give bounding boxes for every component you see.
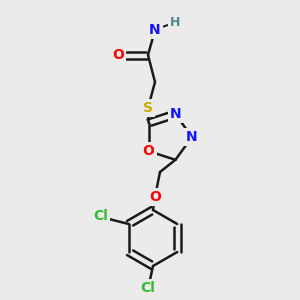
Text: O: O [112,48,124,62]
Text: S: S [143,101,153,115]
Text: N: N [169,107,181,121]
Text: N: N [149,23,161,37]
Text: H: H [170,16,180,28]
Text: Cl: Cl [141,281,155,295]
Text: N: N [186,130,198,144]
Text: Cl: Cl [93,209,108,223]
Text: O: O [149,190,161,204]
Text: O: O [142,144,154,158]
